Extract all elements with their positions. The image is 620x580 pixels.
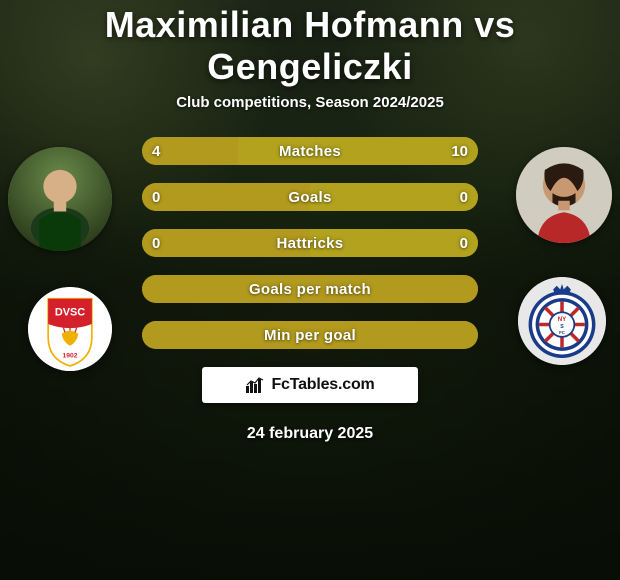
club-badge-icon: NY S FC xyxy=(518,277,606,365)
comparison-card: Maximilian Hofmann vs Gengeliczki Club c… xyxy=(0,0,620,580)
subtitle: Club competitions, Season 2024/2025 xyxy=(0,94,620,111)
stat-bar-right xyxy=(310,183,478,211)
stat-label: Goals xyxy=(288,189,331,206)
stat-value-left: 0 xyxy=(152,229,160,257)
page-title: Maximilian Hofmann vs Gengeliczki xyxy=(0,4,620,88)
svg-text:DVSC: DVSC xyxy=(55,307,85,319)
stat-bar-right xyxy=(238,137,478,165)
svg-text:S: S xyxy=(560,324,564,330)
stat-label: Hattricks xyxy=(277,235,344,252)
stat-row: 0 0 Goals xyxy=(142,183,478,211)
stat-label: Min per goal xyxy=(264,327,356,344)
player-right-club-badge: NY S FC xyxy=(518,277,606,365)
stat-value-right: 0 xyxy=(460,183,468,211)
svg-text:1902: 1902 xyxy=(63,353,78,360)
stat-row: Goals per match xyxy=(142,275,478,303)
player-left-club-badge: DVSC 1902 xyxy=(28,287,112,371)
stat-rows: 4 10 Matches 0 0 Goals 0 0 Hattricks Goals per ma… xyxy=(142,137,478,349)
stat-value-left: 4 xyxy=(152,137,160,165)
stat-row: 4 10 Matches xyxy=(142,137,478,165)
stat-value-left: 0 xyxy=(152,183,160,211)
stat-bar-left xyxy=(142,183,310,211)
club-badge-icon: DVSC 1902 xyxy=(28,287,112,371)
stat-row: 0 0 Hattricks xyxy=(142,229,478,257)
date-label: 24 february 2025 xyxy=(0,425,620,443)
avatar-placeholder-icon xyxy=(8,147,112,251)
stat-label: Matches xyxy=(279,143,341,160)
branding-text: FcTables.com xyxy=(271,376,374,394)
comparison-body: DVSC 1902 NY xyxy=(0,137,620,443)
avatar-placeholder-icon xyxy=(516,147,612,243)
svg-text:NY: NY xyxy=(558,316,567,323)
svg-text:FC: FC xyxy=(559,330,566,335)
player-right-avatar xyxy=(516,147,612,243)
bar-chart-icon xyxy=(245,376,265,394)
stat-value-right: 0 xyxy=(460,229,468,257)
stat-label: Goals per match xyxy=(249,281,371,298)
branding-badge: FcTables.com xyxy=(202,367,418,403)
stat-row: Min per goal xyxy=(142,321,478,349)
player-left-avatar xyxy=(8,147,112,251)
stat-value-right: 10 xyxy=(451,137,468,165)
